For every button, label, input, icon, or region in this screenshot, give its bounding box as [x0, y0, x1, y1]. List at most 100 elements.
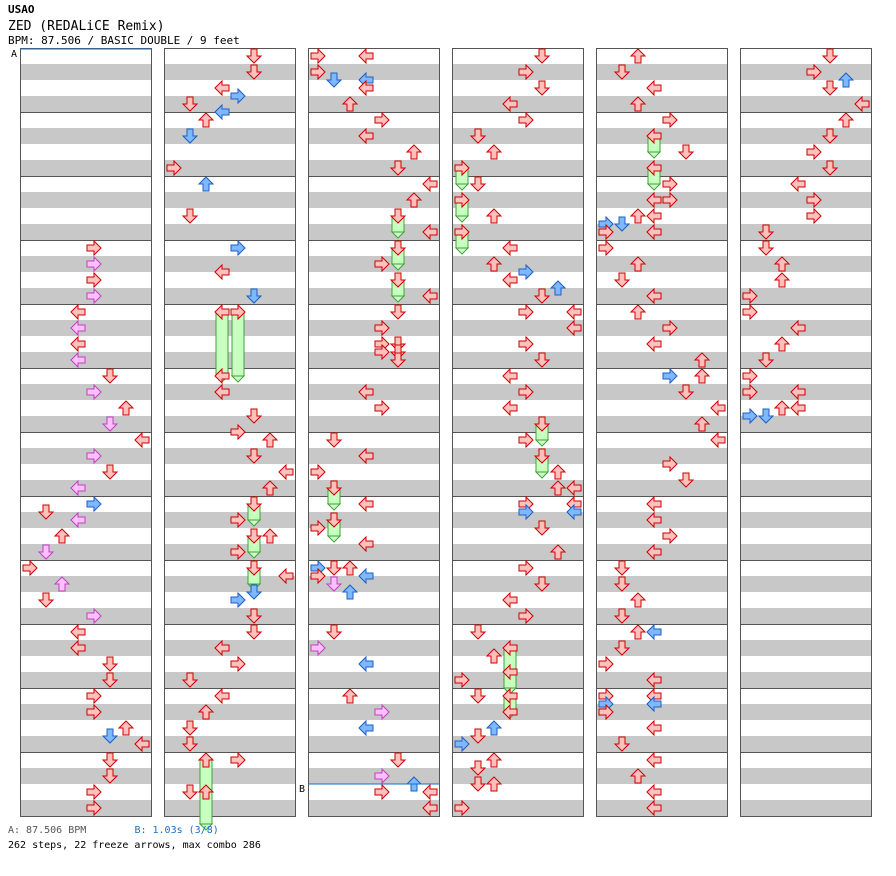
- beat-stripe: [596, 736, 728, 752]
- beat-stripe: [20, 256, 152, 272]
- beat-stripe: [596, 384, 728, 400]
- freeze-arrow-tail: [454, 183, 470, 191]
- beat-stripe: [20, 352, 152, 368]
- beat-stripe: [596, 704, 728, 720]
- beat-stripe: [308, 448, 440, 464]
- freeze-arrow-tail: [390, 231, 406, 239]
- beat-stripe: [308, 800, 440, 816]
- freeze-arrow-body: [231, 311, 245, 377]
- beat-stripe: [596, 288, 728, 304]
- beat-stripe: [20, 640, 152, 656]
- freeze-arrow-tail: [646, 183, 662, 191]
- beat-stripe: [164, 416, 296, 432]
- beat-stripe: [740, 736, 872, 752]
- beat-stripe: [308, 352, 440, 368]
- footer-stop-b: B: 1.03s (3/8): [134, 825, 219, 836]
- beat-stripe: [596, 512, 728, 528]
- beat-stripe: [20, 768, 152, 784]
- beat-stripe: [596, 640, 728, 656]
- beat-stripe: [452, 96, 584, 112]
- beat-stripe: [452, 416, 584, 432]
- beat-stripe: [164, 736, 296, 752]
- beat-stripe: [164, 160, 296, 176]
- beat-stripe: [740, 352, 872, 368]
- beat-stripe: [164, 64, 296, 80]
- beat-stripe: [164, 768, 296, 784]
- beat-stripe: [596, 128, 728, 144]
- beat-stripe: [164, 544, 296, 560]
- freeze-arrow-tail: [646, 151, 662, 159]
- beat-stripe: [596, 224, 728, 240]
- freeze-arrow-tail: [534, 471, 550, 479]
- beat-stripe: [164, 576, 296, 592]
- freeze-arrow-tail: [198, 823, 214, 831]
- beat-stripe: [20, 544, 152, 560]
- chart-column: [596, 48, 728, 817]
- beat-stripe: [308, 640, 440, 656]
- song-title: ZED (REDALiCE Remix): [8, 19, 165, 34]
- beat-stripe: [164, 608, 296, 624]
- beat-stripe: [20, 704, 152, 720]
- beat-stripe: [740, 288, 872, 304]
- footer-bpm-a: A: 87.506 BPM: [8, 825, 87, 836]
- beat-stripe: [452, 768, 584, 784]
- freeze-arrow-tail: [246, 551, 262, 559]
- beat-stripe: [740, 800, 872, 816]
- chart-column: [164, 48, 296, 817]
- beat-stripe: [20, 416, 152, 432]
- beat-stripe: [308, 608, 440, 624]
- beat-stripe: [164, 672, 296, 688]
- beat-stripe: [164, 224, 296, 240]
- beat-stripe: [20, 128, 152, 144]
- beat-stripe: [164, 704, 296, 720]
- beat-stripe: [596, 608, 728, 624]
- footer-stats: 262 steps, 22 freeze arrows, max combo 2…: [8, 840, 261, 851]
- beat-stripe: [452, 672, 584, 688]
- beat-stripe: [308, 672, 440, 688]
- beat-stripe: [740, 320, 872, 336]
- beat-stripe: [596, 800, 728, 816]
- beat-stripe: [740, 192, 872, 208]
- beat-stripe: [164, 640, 296, 656]
- chart-column: [20, 48, 152, 817]
- freeze-arrow-tail: [230, 375, 246, 383]
- beat-stripe: [20, 480, 152, 496]
- beat-stripe: [164, 288, 296, 304]
- column-border: [740, 48, 872, 817]
- freeze-arrow-tail: [390, 295, 406, 303]
- chart-column: [740, 48, 872, 817]
- beat-stripe: [20, 192, 152, 208]
- beat-stripe: [308, 128, 440, 144]
- beat-stripe: [20, 512, 152, 528]
- beat-stripe: [164, 128, 296, 144]
- beat-stripe: [164, 96, 296, 112]
- beat-stripe: [308, 576, 440, 592]
- beat-stripe: [20, 224, 152, 240]
- bpm-difficulty-line: BPM: 87.506 / BASIC DOUBLE / 9 feet: [8, 34, 240, 47]
- beat-stripe: [596, 320, 728, 336]
- beat-stripe: [596, 160, 728, 176]
- beat-stripe: [164, 480, 296, 496]
- freeze-arrow-tail: [454, 247, 470, 255]
- freeze-arrow-tail: [534, 439, 550, 447]
- beat-stripe: [20, 672, 152, 688]
- beat-stripe: [20, 736, 152, 752]
- chart-column: [308, 48, 440, 817]
- beat-stripe: [164, 320, 296, 336]
- beat-stripe: [20, 800, 152, 816]
- beat-stripe: [308, 192, 440, 208]
- beat-stripe: [308, 288, 440, 304]
- beat-stripe: [308, 480, 440, 496]
- beat-stripe: [308, 512, 440, 528]
- beat-stripe: [308, 704, 440, 720]
- beat-stripe: [452, 736, 584, 752]
- chart-column: [452, 48, 584, 817]
- beat-stripe: [452, 576, 584, 592]
- beat-stripe: [740, 480, 872, 496]
- beat-stripe: [308, 544, 440, 560]
- beat-stripe: [452, 512, 584, 528]
- beat-stripe: [308, 320, 440, 336]
- beat-stripe: [308, 224, 440, 240]
- beat-stripe: [452, 448, 584, 464]
